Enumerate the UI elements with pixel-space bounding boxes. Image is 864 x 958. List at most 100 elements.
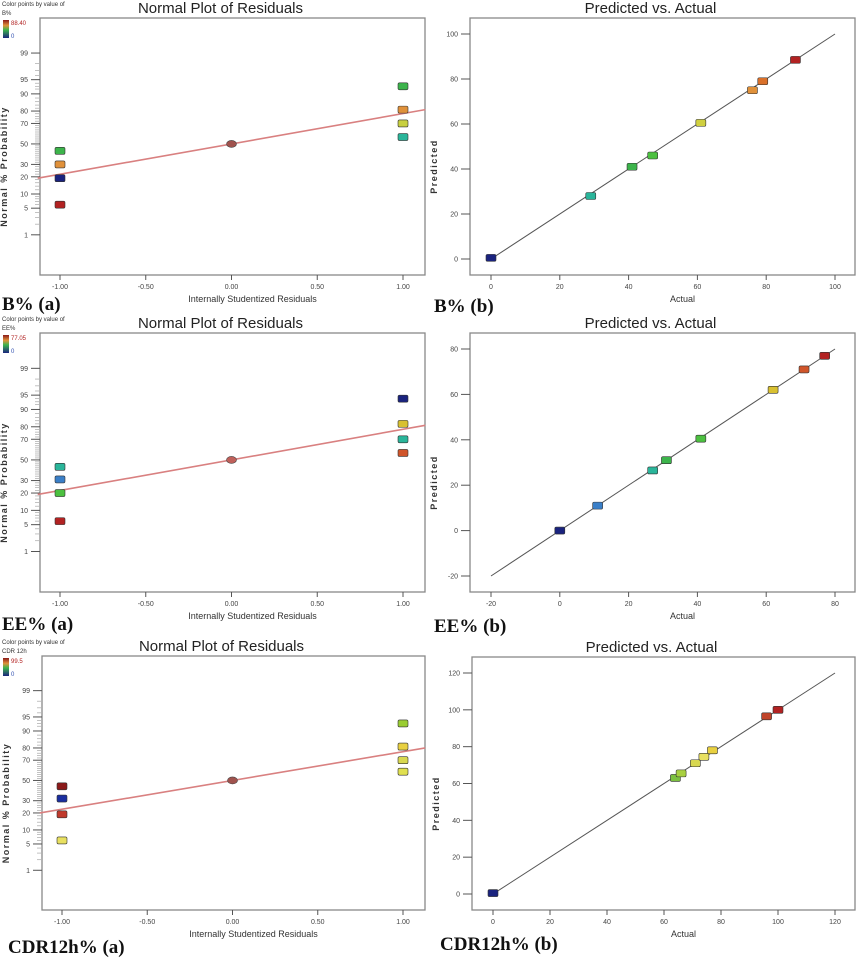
legend-max: 77.05 [11,336,27,342]
data-point [397,719,409,728]
x-axis-label: Internally Studentized Residuals [189,929,318,939]
data-point [747,86,758,95]
y-tick-label: 50 [20,457,28,464]
legend-variable: CDR 12h [2,649,27,655]
panel-caption: CDR12h% (a) [8,937,125,958]
x-tick-label: 100 [772,919,784,926]
data-point [661,456,672,465]
data-point [397,105,409,114]
y-tick-label: 90 [22,728,30,735]
y-tick-label: 20 [452,855,460,862]
chart-panel-1: Normal Plot of Residuals B% (a) Internally… [0,0,426,315]
chart-title: Normal Plot of Residuals [139,638,304,655]
data-point [626,162,638,171]
y-tick-label: 99 [20,366,28,373]
plot-frame [469,17,856,276]
y-tick-label: 50 [22,778,30,785]
y-tick-label: 70 [20,121,28,128]
legend-min: 0 [11,34,15,40]
data-point [790,56,801,64]
fit-line [490,33,836,260]
data-point [554,526,566,535]
legend-color-bar [3,20,9,38]
data-point [397,133,409,141]
x-tick-label: 1.00 [396,601,410,608]
x-tick-label: 60 [660,919,668,926]
y-tick-label: 5 [24,206,28,213]
x-tick-label: 0.50 [310,284,324,291]
legend-color-bar [3,335,9,353]
data-point [772,706,784,714]
panel-caption: EE% (a) [2,614,73,635]
data-point [761,712,772,721]
y-tick-label: 70 [22,758,30,765]
data-point [54,517,66,525]
legend-max: 99.5 [11,659,23,665]
y-tick-label: 1 [24,232,28,239]
data-point [695,119,707,127]
y-tick-label: 40 [450,437,458,444]
x-tick-label: -1.00 [54,919,70,926]
y-tick-label: 20 [450,212,458,219]
data-point [56,836,68,845]
y-tick-label: 20 [450,483,458,490]
y-tick-label: 99 [20,51,28,58]
x-tick-label: 20 [625,601,633,608]
y-tick-label: 80 [450,347,458,354]
data-point [397,394,409,403]
data-point [585,192,597,200]
y-tick-label: 5 [24,522,28,529]
data-point [397,82,409,91]
legend-variable: B% [2,11,12,17]
x-tick-label: 40 [625,284,633,291]
legend-variable: EE% [2,326,16,332]
legend-color-bar [3,658,9,676]
y-tick-label: 80 [450,77,458,84]
y-axis-label: Normal % Probability [1,743,11,864]
data-point [397,449,409,457]
y-tick-label: -20 [448,574,458,581]
y-axis-label: Normal % Probability [0,422,9,543]
x-axis-label: Internally Studentized Residuals [188,294,317,304]
y-tick-label: 20 [22,810,30,817]
y-tick-label: 60 [450,122,458,129]
data-point [798,365,810,374]
x-tick-label: 20 [556,284,564,291]
data-point [698,752,710,761]
data-point [227,776,238,785]
y-tick-label: 80 [20,424,28,431]
y-tick-label: 100 [448,707,460,714]
y-tick-label: 40 [450,167,458,174]
x-tick-label: 0.00 [225,284,239,291]
x-tick-label: 60 [762,601,770,608]
x-tick-label: 0 [491,919,495,926]
panel-caption: B% (b) [434,296,494,317]
chart-panel-6: Predicted vs. Actual CDR12h% (b) Actual Pre… [431,639,856,955]
x-tick-label: -20 [486,601,496,608]
data-point [592,501,603,510]
data-point [397,119,409,128]
chart-panel-2: Predicted vs. Actual B% (b) Actual Predicte… [429,0,856,317]
y-tick-label: 100 [446,32,458,39]
chart-title: Normal Plot of Residuals [138,0,303,17]
data-point [397,742,409,751]
y-tick-label: 10 [22,827,30,834]
x-tick-label: 100 [829,284,841,291]
y-tick-label: 20 [20,174,28,181]
legend-title: Color points by value of [2,317,65,323]
x-tick-label: 80 [762,284,770,291]
x-tick-label: 1.00 [396,284,410,291]
panel-caption: EE% (b) [434,616,506,637]
x-axis-label: Actual [671,929,696,939]
y-tick-label: 40 [452,818,460,825]
data-point [54,160,66,169]
y-axis-label: Predicted [429,139,439,194]
x-axis-label: Internally Studentized Residuals [188,611,317,621]
x-tick-label: 40 [603,919,611,926]
x-tick-label: 60 [694,284,702,291]
legend-title: Color points by value of [2,640,65,646]
panel-caption: B% (a) [2,294,61,315]
y-axis-label: Predicted [429,455,439,510]
